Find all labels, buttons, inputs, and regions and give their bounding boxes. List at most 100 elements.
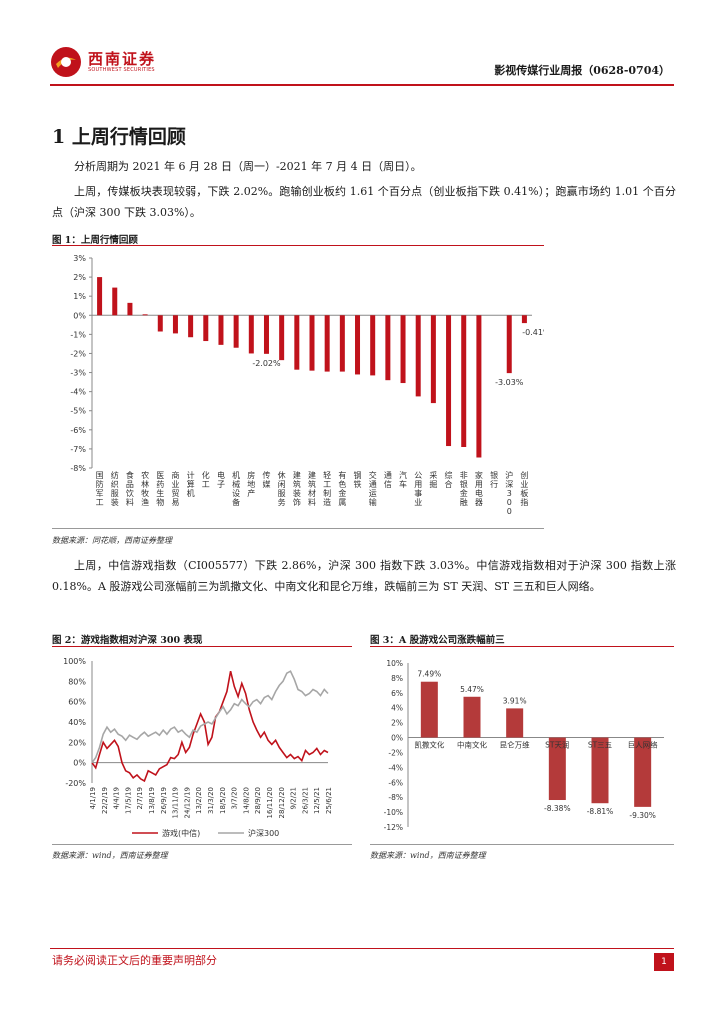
section-title: 1 上周行情回顾 <box>52 126 186 148</box>
x-tick-label: 26/9/19 <box>160 787 168 814</box>
x-tick-label: 28/12/20 <box>278 787 286 818</box>
paragraph-period: 分析周期为 2021 年 6 月 28 日（周一）-2021 年 7 月 4 日… <box>74 160 422 173</box>
category-label: 建筑装饰 <box>293 470 301 507</box>
bar <box>355 315 361 375</box>
x-tick-label: 13/11/19 <box>172 787 180 818</box>
category-label: 房地产 <box>247 470 255 498</box>
y-tick-label: -2% <box>388 748 403 757</box>
bar <box>339 315 345 372</box>
category-label: 钢铁 <box>354 470 362 489</box>
y-tick-label: 10% <box>386 659 403 668</box>
y-tick-label: 2% <box>391 719 403 728</box>
bar <box>400 315 406 384</box>
brand-name-en: SOUTHWEST SECURITIES <box>88 67 155 73</box>
category-label: 食品饮料 <box>126 470 134 507</box>
category-label: 传媒 <box>262 470 270 489</box>
y-tick-label: -3% <box>70 369 86 378</box>
data-label: -8.81% <box>587 807 614 816</box>
y-tick-label: 0% <box>391 734 403 743</box>
game-stocks-bar-chart: 10% 8% 6% 4% 2% 0% -2% -4% -6% -8% -10% -12% 7.49% 凯撒… <box>384 659 664 832</box>
y-tick-label: -1% <box>70 330 86 339</box>
bar <box>506 315 512 374</box>
bar <box>172 315 178 334</box>
x-tick-label: 24/12/19 <box>183 787 191 818</box>
x-tick-label: 16/11/20 <box>266 787 274 818</box>
category-label: 沪深 3 0 0 <box>505 470 513 516</box>
y-tick-label: 0% <box>73 311 86 320</box>
category-label: 汽车 <box>399 470 407 489</box>
y-tick-label: -5% <box>70 407 86 416</box>
data-label: 5.47% <box>460 685 484 694</box>
x-tick-label: 26/3/21 <box>301 787 309 814</box>
bar <box>430 315 436 404</box>
data-label: 3.91% <box>503 696 527 705</box>
paragraph-market-summary: 上周，传媒板块表现较弱，下跌 2.02%。跑输创业板约 1.61 个百分点（创业… <box>52 185 676 219</box>
category-label: 休闲服务 <box>278 470 286 507</box>
x-tick-label: 13/8/19 <box>148 787 156 814</box>
y-tick-label: 80% <box>68 677 86 686</box>
y-tick-label: 4% <box>391 704 403 713</box>
y-tick-label: -20% <box>65 779 86 788</box>
category-label: 凯撒文化 <box>414 740 444 750</box>
bar <box>263 315 269 354</box>
category-label: 综合 <box>445 470 453 489</box>
data-label: -3.03% <box>495 378 524 387</box>
y-tick-label: -6% <box>388 778 403 787</box>
y-tick-label: -2% <box>70 349 86 358</box>
x-tick-label: 2/7/19 <box>136 787 144 810</box>
category-label: 医药生物 <box>156 471 164 507</box>
x-tick-label: 25/6/21 <box>325 787 333 814</box>
sector-bar-chart: 3% 2% 1% 0% -1% -2% -3% -4% -5% -6% -7% -8% 国防军工纺织服装… <box>70 254 544 516</box>
category-label: 创业板指 <box>520 470 528 507</box>
bar <box>370 315 376 376</box>
x-tick-label: 17/5/19 <box>124 787 132 814</box>
y-tick-label: 20% <box>68 738 86 747</box>
y-tick-label: 6% <box>391 689 403 698</box>
x-tick-label: 4/1/19 <box>89 787 97 810</box>
y-tick-label: -12% <box>384 823 403 832</box>
y-tick-label: -10% <box>384 808 403 817</box>
series-line <box>91 670 329 764</box>
figure-3-title: 图 3：A 股游戏公司涨跌幅前三 <box>370 635 505 646</box>
series-line <box>91 671 329 783</box>
figure-3-top-rule <box>370 646 674 647</box>
x-tick-label: 12/5/21 <box>313 787 321 814</box>
y-tick-label: 100% <box>63 657 86 666</box>
category-label: 计算机 <box>187 470 195 498</box>
page-number: 1 <box>654 953 674 971</box>
footer-divider <box>50 948 674 949</box>
figure-2-bottom-rule <box>52 844 352 845</box>
paragraph-game-index: 上周，中信游戏指数（CI005577）下跌 2.86%，沪深 300 指数下跌 … <box>52 559 676 593</box>
category-label: 中南文化 <box>457 740 487 750</box>
bar <box>415 315 421 397</box>
category-label: 有色金属 <box>338 470 346 507</box>
bar <box>548 737 566 801</box>
category-label: 公用事业 <box>414 471 422 507</box>
x-tick-label: 22/2/19 <box>101 787 109 814</box>
category-label: 非银金融 <box>460 470 468 507</box>
bar <box>446 315 452 447</box>
category-label: ST天润 <box>545 740 569 750</box>
x-tick-label: 9/2/21 <box>290 787 298 810</box>
category-label: 建筑材料 <box>308 470 316 507</box>
footer-disclaimer: 请务必阅读正文后的重要声明部分 <box>52 954 217 967</box>
category-label: 采掘 <box>429 470 437 489</box>
category-label: 商业贸易 <box>171 470 179 507</box>
y-tick-label: -6% <box>70 426 86 435</box>
bar <box>97 277 103 316</box>
x-tick-label: 18/5/20 <box>219 787 227 814</box>
data-label: 7.49% <box>417 670 441 679</box>
figure-2-title: 图 2：游戏指数相对沪深 300 表现 <box>52 635 203 646</box>
x-tick-label: 13/2/20 <box>195 787 203 814</box>
y-tick-label: -8% <box>388 793 403 802</box>
bar <box>461 315 467 447</box>
data-label: -9.30% <box>629 811 656 820</box>
bar <box>309 315 315 371</box>
game-index-line-chart: 100% 80% 60% 40% 20% 0% -20%4/1/19 22/2/19 4/4/1… <box>63 657 333 838</box>
bar <box>188 315 194 338</box>
data-label: -2.02% <box>252 359 281 368</box>
bar <box>420 681 438 738</box>
figure-2-top-rule <box>52 646 352 647</box>
bar <box>385 315 391 381</box>
legend-label: 沪深300 <box>248 828 279 838</box>
